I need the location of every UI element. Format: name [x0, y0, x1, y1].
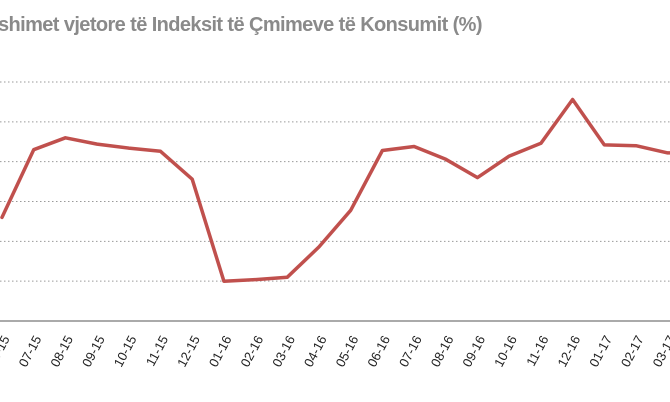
x-tick-label: 10-15 — [111, 333, 140, 369]
x-tick-label: 09-16 — [459, 333, 488, 369]
x-tick-label: 07-15 — [16, 333, 45, 369]
x-tick-label: 08-16 — [428, 333, 457, 369]
chart-title: shimet vjetore të Indeksit të Çmimeve të… — [0, 14, 482, 36]
x-tick-label: 06-15 — [0, 333, 13, 369]
x-tick-label: 12-16 — [554, 333, 583, 369]
series-line — [0, 97, 670, 283]
x-tick-label: 11-16 — [523, 333, 551, 369]
x-tick-label: 01-16 — [206, 333, 235, 369]
x-tick-label: 04-16 — [301, 333, 330, 369]
x-tick-label: 12-15 — [174, 333, 203, 369]
x-tick-label: 09-15 — [79, 333, 108, 369]
x-tick-label: 08-15 — [47, 333, 76, 369]
gridlines — [0, 81, 670, 282]
x-tick-label: 11-15 — [143, 333, 171, 369]
x-tick-label: 02-17 — [618, 333, 647, 369]
series-layer — [0, 97, 670, 283]
x-tick-label: 05-16 — [333, 333, 362, 369]
x-tick-label: 01-17 — [586, 333, 615, 369]
x-tick-label: 02-16 — [237, 333, 266, 369]
x-tick-label: 07-16 — [396, 333, 425, 369]
x-tick-label: 03-16 — [269, 333, 298, 369]
x-tick-labels: 06-15 07-15 08-15 09-15 10-15 11-15 12-15 01-16… — [0, 333, 670, 369]
x-tick-label: 03-17 — [650, 333, 670, 369]
x-tick-label: 06-16 — [364, 333, 393, 369]
x-tick-label: 10-16 — [491, 333, 520, 369]
